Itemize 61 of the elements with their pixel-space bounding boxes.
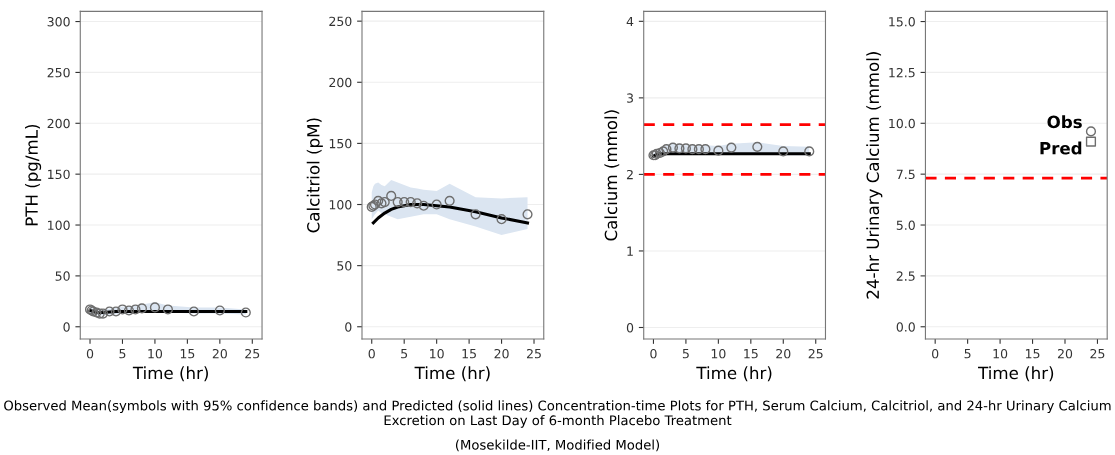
y-tick-label: 10.0 bbox=[889, 118, 915, 129]
x-tick-label: 20 bbox=[776, 348, 791, 359]
x-tick-label: 20 bbox=[1057, 348, 1073, 359]
x-tick-label: 5 bbox=[119, 349, 126, 359]
x-tick-label: 25 bbox=[1090, 348, 1105, 359]
x-tick-label: 10 bbox=[993, 348, 1008, 359]
text: Observed Mean(symbols with 95% confidence bands) and Predicted (solid lines) Concentration-time Plots for PTH, Serum Calcium, Calcitriol, and 24-hr Urinary Calcium Excretion on Last Day of 6-month Placebo Treatment bbox=[4, 400, 1111, 428]
y-tick-label: 2 bbox=[626, 169, 633, 180]
y-tick-label: 150 bbox=[329, 138, 352, 149]
x-tick-label: 5 bbox=[401, 349, 408, 359]
y-tick-label: 5.0 bbox=[896, 220, 915, 230]
x-tick-label: 0 bbox=[650, 348, 657, 359]
x-tick-label: 15 bbox=[744, 349, 758, 359]
x-tick-label: 10 bbox=[711, 348, 726, 359]
x-axis-title: Time (hr) bbox=[414, 366, 490, 382]
x-tick-label: 0 bbox=[932, 348, 939, 359]
x-tick-label: 25 bbox=[526, 348, 541, 359]
y-tick-label: 4 bbox=[626, 16, 634, 27]
y-tick-label: 0 bbox=[345, 322, 352, 332]
y-axis-title: 24-hr Urinary Calcium (mmol) bbox=[866, 52, 883, 299]
x-axis-title: Time (hr) bbox=[978, 366, 1054, 382]
y-tick-label: 200 bbox=[329, 77, 352, 88]
x-tick-label: 15 bbox=[462, 349, 476, 359]
y-tick-label: 250 bbox=[329, 16, 352, 27]
x-tick-label: 25 bbox=[245, 348, 260, 359]
y-tick-label: 3 bbox=[627, 93, 633, 103]
y-tick-label: 0 bbox=[63, 322, 70, 332]
x-tick-label: 15 bbox=[1025, 349, 1040, 359]
x-tick-label: 15 bbox=[180, 349, 195, 359]
y-tick-label: 50 bbox=[337, 261, 352, 271]
x-tick-label: 10 bbox=[430, 348, 444, 359]
y-tick-label: 1 bbox=[627, 246, 633, 256]
y-axis-title: PTH (pg/mL) bbox=[25, 124, 42, 226]
y-tick-label: 150 bbox=[48, 169, 70, 180]
x-tick-label: 0 bbox=[86, 348, 94, 359]
y-tick-label: 250 bbox=[47, 67, 70, 78]
x-axis-title: Time (hr) bbox=[696, 366, 772, 382]
text: (Mosekilde-IIT, Modified Model) bbox=[455, 439, 660, 452]
y-tick-label: 2.5 bbox=[896, 271, 915, 281]
y-tick-label: 7.5 bbox=[896, 169, 915, 180]
x-axis-title: Time (hr) bbox=[132, 366, 208, 382]
x-tick-label: 5 bbox=[964, 349, 971, 359]
x-tick-label: 10 bbox=[148, 348, 163, 359]
x-tick-label: 20 bbox=[494, 348, 509, 359]
y-axis-title: Calcitriol (pM) bbox=[306, 118, 323, 233]
series-label: Obs bbox=[1047, 115, 1082, 129]
y-tick-label: 50 bbox=[55, 271, 70, 281]
y-tick-label: 100 bbox=[48, 220, 70, 230]
y-axis-title: Calcium (mmol) bbox=[604, 110, 620, 241]
y-tick-label: 200 bbox=[47, 118, 70, 129]
x-tick-label: 20 bbox=[212, 348, 227, 359]
y-tick-label: 0 bbox=[626, 322, 634, 333]
y-tick-label: 300 bbox=[47, 17, 70, 27]
y-tick-label: 12.5 bbox=[889, 67, 915, 78]
x-tick-label: 0 bbox=[368, 348, 375, 359]
y-tick-label: 100 bbox=[329, 199, 352, 210]
x-tick-label: 5 bbox=[682, 349, 689, 359]
x-tick-label: 25 bbox=[808, 348, 823, 359]
series-label: Pred bbox=[1040, 141, 1082, 155]
y-tick-label: 0.0 bbox=[896, 322, 915, 332]
y-tick-label: 15.0 bbox=[889, 17, 915, 27]
